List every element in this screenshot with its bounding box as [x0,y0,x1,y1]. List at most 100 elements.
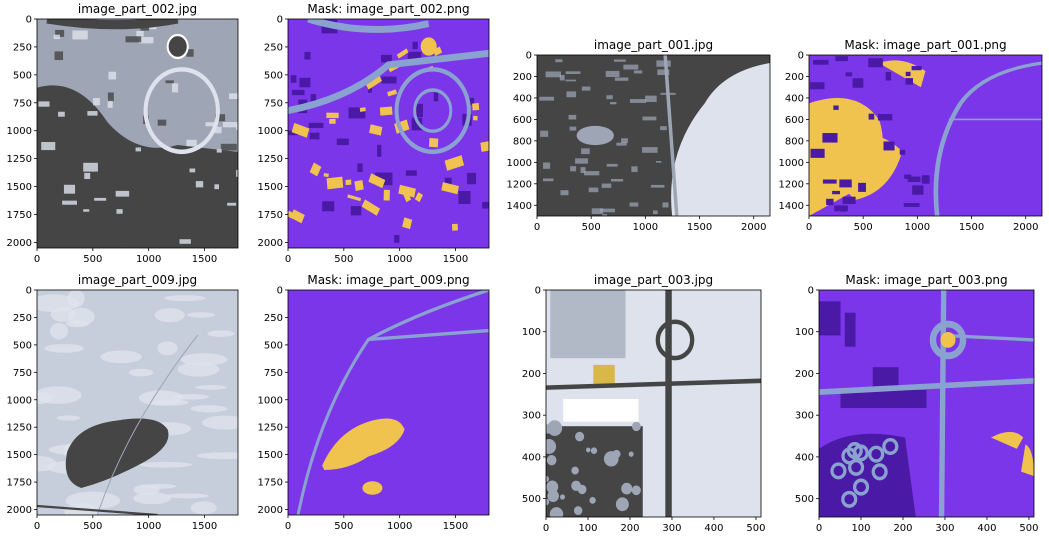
panel-frame [36,18,239,249]
y-tick-label: 1500 [7,182,32,193]
y-tick-label: 500 [522,494,541,505]
panel-7: image_part_003.jpg 0 100 200 300 400 500 0 100 20… [522,273,766,534]
x-tick-label: 400 [977,523,996,534]
x-tick-label: 500 [334,521,353,532]
panel-8: Mask: image_part_003.png 0 100 200 300 400 500… [795,273,1039,534]
panel-frame [808,54,1043,217]
y-tick-label: 200 [522,369,541,380]
panel-title: Mask: image_part_002.png [307,2,469,16]
x-tick-label: 1000 [387,521,412,532]
y-tick-label: 1000 [507,158,532,169]
y-tick-label: 0 [277,286,283,297]
x-tick-label: 1000 [136,521,161,532]
y-tick-label: 0 [535,286,541,297]
panel-2: Mask: image_part_002.png 0 500 1000 1500 0 250… [258,2,490,265]
y-tick-label: 2000 [7,238,32,249]
y-tick-label: 0 [798,51,804,62]
x-tick-label: 1500 [443,254,468,265]
y-tick-label: 0 [26,286,32,297]
x-tick-label: 0 [534,222,540,233]
panel-image [288,290,489,515]
x-tick-label: 0 [806,222,812,233]
y-tick-label: 1200 [779,179,804,190]
x-tick-label: 1000 [136,254,161,265]
y-tick-label: 1400 [507,201,532,212]
y-tick-label: 2000 [258,505,283,516]
panel-1: image_part_002.jpg 0 500 1000 1500 0 250 500 750… [7,2,239,265]
panel-image [546,290,761,517]
y-tick-label: 1500 [258,450,283,461]
panel-frame [545,289,762,518]
y-tick-label: 200 [513,72,532,83]
y-tick-label: 1500 [258,182,283,193]
x-tick-label: 0 [285,521,291,532]
panel-frame [36,289,239,516]
panel-image [819,290,1034,517]
y-tick-label: 400 [785,93,804,104]
y-tick-label: 1250 [258,423,283,434]
y-tick-label: 1250 [7,423,32,434]
y-tick-label: 1000 [258,395,283,406]
y-tick-label: 1750 [7,210,32,221]
x-tick-label: 300 [662,523,681,534]
y-tick-label: 1200 [507,179,532,190]
x-tick-label: 0 [285,254,291,265]
x-tick-label: 500 [582,222,601,233]
x-tick-label: 100 [851,523,870,534]
y-tick-label: 500 [264,70,283,81]
y-tick-label: 300 [522,411,541,422]
y-tick-label: 300 [795,411,814,422]
y-tick-label: 400 [795,452,814,463]
y-tick-label: 100 [795,327,814,338]
y-tick-label: 0 [277,15,283,26]
y-tick-label: 100 [522,327,541,338]
panel-title: Mask: image_part_001.png [844,38,1006,52]
y-tick-label: 0 [526,51,532,62]
x-tick-label: 300 [935,523,954,534]
x-tick-label: 500 [83,254,102,265]
y-tick-label: 800 [785,136,804,147]
x-tick-label: 0 [34,254,40,265]
panel-frame [287,289,490,516]
y-tick-label: 250 [264,313,283,324]
x-tick-label: 2000 [741,222,766,233]
x-tick-label: 200 [620,523,639,534]
x-tick-label: 200 [893,523,912,534]
panel-image [809,55,1042,216]
panel-6: Mask: image_part_009.png 0 500 1000 1500 0 250… [258,273,490,532]
x-tick-label: 0 [816,523,822,534]
y-tick-label: 400 [513,93,532,104]
y-tick-label: 1000 [7,126,32,137]
panel-image [37,19,238,248]
x-tick-label: 1500 [443,521,468,532]
y-tick-label: 500 [13,70,32,81]
y-tick-label: 1750 [258,210,283,221]
y-tick-label: 600 [785,115,804,126]
y-tick-label: 400 [522,452,541,463]
panel-title: image_part_002.jpg [78,2,197,16]
x-tick-label: 500 [854,222,873,233]
y-tick-label: 750 [264,368,283,379]
x-tick-label: 1500 [687,222,712,233]
panel-3: image_part_001.jpg 0 500 1000 1500 2000 0 200 40… [507,38,771,233]
y-tick-label: 1400 [779,201,804,212]
panel-title: Mask: image_part_009.png [307,273,469,287]
x-tick-label: 500 [746,523,765,534]
x-tick-label: 0 [543,523,549,534]
y-tick-label: 1750 [258,478,283,489]
y-tick-label: 1000 [7,395,32,406]
x-tick-label: 2000 [1013,222,1038,233]
panel-title: image_part_009.jpg [78,273,197,287]
y-tick-label: 1000 [258,126,283,137]
y-tick-label: 1500 [7,450,32,461]
y-tick-label: 250 [264,42,283,53]
panel-frame [818,289,1035,518]
x-tick-label: 1000 [905,222,930,233]
panel-title: Mask: image_part_003.png [845,273,1007,287]
panel-frame [287,18,490,249]
y-tick-label: 750 [13,98,32,109]
y-tick-label: 200 [785,72,804,83]
panel-5: image_part_009.jpg 0 500 1000 1500 0 250 500 750… [7,273,239,532]
y-tick-label: 1750 [7,478,32,489]
